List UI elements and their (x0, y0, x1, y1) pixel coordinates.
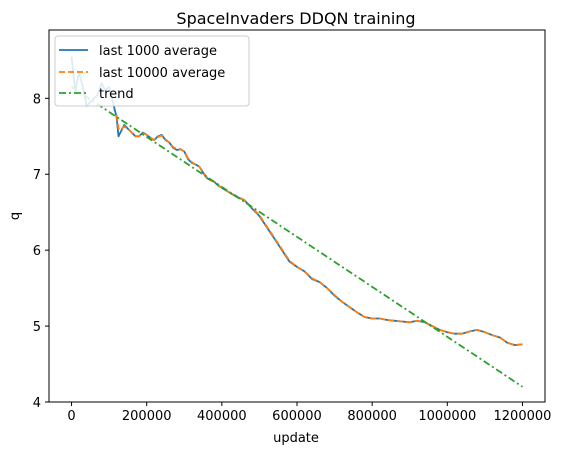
y-tick-label: 6 (33, 244, 41, 259)
y-tick-label: 5 (33, 320, 41, 335)
legend-label-last-1000: last 1000 average (99, 44, 217, 59)
y-tick-label: 8 (33, 92, 41, 107)
x-tick-label: 400000 (197, 409, 247, 424)
legend-label-last-10000: last 10000 average (99, 66, 225, 81)
x-tick-label: 800000 (347, 409, 397, 424)
x-tick-label: 1200000 (494, 409, 552, 424)
x-axis-label: update (273, 431, 319, 446)
legend-label-trend: trend (99, 87, 134, 102)
x-tick-label: 200000 (122, 409, 172, 424)
x-tick-label: 0 (67, 409, 75, 424)
legend: last 1000 average last 10000 average tre… (54, 35, 250, 107)
y-ticks: 4 5 6 7 8 (33, 92, 49, 411)
y-tick-label: 7 (33, 168, 41, 183)
y-tick-label: 4 (33, 396, 41, 411)
series-line-1 (115, 114, 523, 347)
series-line-2 (71, 86, 523, 388)
legend-box (54, 35, 250, 107)
x-tick-label: 600000 (272, 409, 322, 424)
x-ticks: 0 200000 400000 600000 800000 1000000 1200000 (67, 402, 551, 424)
x-tick-label: 1000000 (418, 409, 476, 424)
y-axis-label: q (8, 212, 23, 220)
chart-title: SpaceInvaders DDQN training (176, 9, 415, 28)
series-layer (70, 56, 523, 388)
